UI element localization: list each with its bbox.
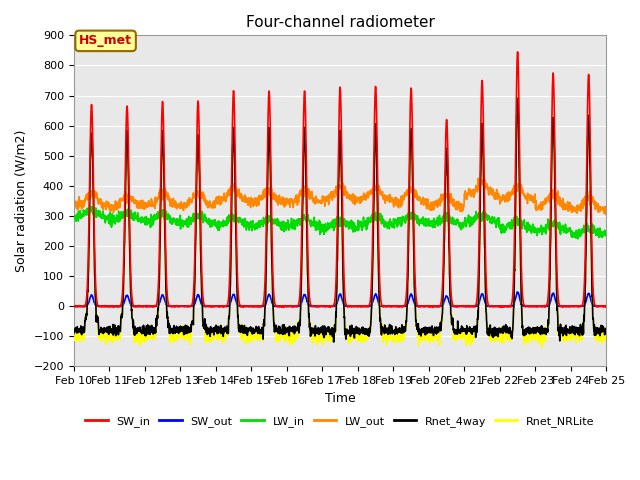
Rnet_NRLite	[70, 336, 77, 342]
LW_out	[602, 212, 610, 217]
LW_out	[218, 195, 226, 201]
LW_in	[88, 204, 95, 209]
Rnet_4way	[513, 96, 521, 101]
Line: SW_in: SW_in	[74, 52, 606, 307]
LW_in	[355, 223, 363, 228]
Rnet_NRLite	[556, 323, 563, 328]
SW_in	[239, 304, 247, 310]
LW_out	[355, 197, 363, 203]
X-axis label: Time: Time	[324, 392, 355, 405]
LW_out	[602, 212, 610, 217]
LW_in	[570, 234, 578, 240]
Rnet_4way	[367, 319, 375, 325]
LW_in	[574, 236, 582, 241]
SW_out	[559, 304, 566, 310]
Rnet_NRLite	[355, 333, 363, 338]
Rnet_NRLite	[570, 334, 578, 340]
SW_out	[570, 303, 578, 309]
Rnet_NRLite	[602, 330, 610, 336]
Rnet_4way	[330, 339, 337, 345]
Legend: SW_in, SW_out, LW_in, LW_out, Rnet_4way, Rnet_NRLite: SW_in, SW_out, LW_in, LW_out, Rnet_4way,…	[81, 412, 599, 432]
SW_in	[556, 302, 563, 308]
SW_in	[70, 303, 77, 309]
Rnet_NRLite	[218, 337, 226, 343]
Line: Rnet_NRLite: Rnet_NRLite	[74, 97, 606, 347]
Line: SW_out: SW_out	[74, 292, 606, 307]
SW_in	[495, 303, 502, 309]
SW_out	[495, 303, 502, 309]
SW_in	[514, 49, 522, 55]
SW_out	[602, 303, 610, 309]
LW_in	[602, 233, 610, 239]
SW_in	[355, 303, 363, 309]
SW_out	[367, 303, 374, 309]
Line: LW_out: LW_out	[74, 179, 606, 215]
SW_out	[556, 303, 563, 309]
Rnet_4way	[602, 328, 610, 334]
LW_in	[556, 225, 563, 230]
Y-axis label: Solar radiation (W/m2): Solar radiation (W/m2)	[15, 130, 28, 272]
Rnet_4way	[70, 331, 77, 337]
SW_in	[602, 304, 610, 310]
Rnet_NRLite	[513, 94, 521, 100]
SW_out	[70, 303, 77, 309]
SW_out	[355, 303, 363, 309]
Rnet_4way	[556, 324, 563, 330]
Rnet_4way	[570, 324, 578, 329]
Rnet_NRLite	[538, 344, 546, 350]
LW_in	[219, 222, 227, 228]
LW_out	[70, 203, 77, 209]
SW_out	[218, 303, 226, 309]
SW_in	[218, 303, 226, 309]
LW_in	[495, 224, 502, 230]
Line: Rnet_4way: Rnet_4way	[74, 98, 606, 342]
LW_in	[367, 216, 375, 221]
Rnet_4way	[495, 325, 502, 331]
Rnet_NRLite	[495, 333, 502, 338]
SW_in	[570, 303, 578, 309]
SW_out	[513, 289, 521, 295]
LW_in	[70, 214, 77, 220]
SW_in	[367, 291, 375, 297]
Title: Four-channel radiometer: Four-channel radiometer	[246, 15, 435, 30]
Line: LW_in: LW_in	[74, 206, 606, 239]
LW_out	[556, 194, 563, 200]
LW_out	[495, 191, 502, 196]
LW_out	[367, 192, 374, 197]
LW_out	[474, 176, 482, 181]
Rnet_4way	[218, 329, 226, 335]
LW_out	[570, 205, 578, 211]
Text: HS_met: HS_met	[79, 35, 132, 48]
Rnet_NRLite	[367, 324, 374, 330]
Rnet_4way	[355, 331, 363, 336]
